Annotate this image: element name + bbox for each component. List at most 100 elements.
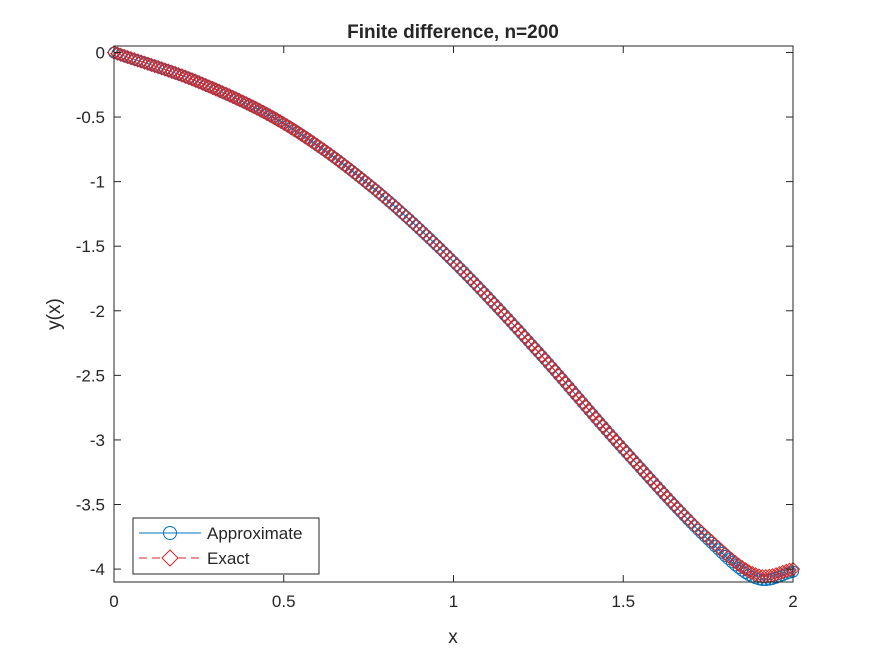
approximate-marker <box>498 308 511 321</box>
exact-marker <box>229 91 244 106</box>
approximate-marker <box>471 279 484 292</box>
exact-marker <box>279 118 295 133</box>
exact-marker <box>181 70 196 86</box>
legend-approximate-label: Approximate <box>207 524 302 543</box>
approximate-marker <box>464 272 477 285</box>
exact-marker <box>225 89 241 105</box>
y-tick-label: 0 <box>96 43 105 62</box>
exact-marker <box>208 82 224 97</box>
exact-marker <box>252 102 268 118</box>
x-axis-label: x <box>448 627 458 648</box>
exact-marker <box>293 126 308 142</box>
approximate-marker <box>481 290 494 303</box>
exact-marker <box>191 74 207 90</box>
exact-marker <box>310 138 325 153</box>
approximate-marker <box>430 239 443 252</box>
axes: 0 0.5 1 1.5 2 0 -0.5 -1 -1.5 -2 -2.5 -3 -3.5 -4 <box>76 43 798 611</box>
exact-marker <box>184 72 200 87</box>
approximate-marker <box>427 235 440 248</box>
x-tick-label: 1.5 <box>611 592 635 611</box>
y-tick-label: -4 <box>90 560 105 579</box>
exact-marker <box>269 112 285 127</box>
approximate-marker <box>488 297 501 310</box>
y-tick-label: -0.5 <box>76 108 105 127</box>
approximate-marker <box>416 226 429 239</box>
exact-marker <box>741 564 757 579</box>
y-tick-label: -1 <box>90 173 105 192</box>
chart-title: Finite difference, n=200 <box>347 22 559 43</box>
exact-marker <box>734 559 750 575</box>
approximate-marker <box>712 543 725 556</box>
exact-marker <box>782 562 797 578</box>
approximate-marker <box>423 232 436 245</box>
approximate-marker <box>447 255 460 268</box>
exact-marker <box>738 562 753 577</box>
exact-marker <box>317 143 332 158</box>
approximate-marker <box>484 294 497 307</box>
legend: Approximate Exact <box>132 517 320 575</box>
x-tick-label: 0 <box>109 592 118 611</box>
approximate-marker <box>474 283 487 296</box>
approximate-marker <box>495 305 508 318</box>
exact-marker <box>303 133 319 149</box>
exact-marker <box>300 131 315 146</box>
exact-marker <box>276 116 291 131</box>
data-layer <box>106 45 801 587</box>
y-tick-label: -3 <box>90 431 105 450</box>
exact-marker <box>324 148 339 163</box>
exact-marker <box>212 83 227 99</box>
exact-marker <box>218 86 234 102</box>
y-tick-label: -1.5 <box>76 237 105 256</box>
exact-marker <box>232 92 247 108</box>
exact-marker <box>728 554 743 570</box>
approximate-marker <box>433 242 446 255</box>
exact-marker <box>286 122 302 137</box>
exact-marker <box>259 106 274 122</box>
exact-marker <box>262 108 278 123</box>
series-exact <box>106 45 801 584</box>
exact-marker <box>195 76 210 91</box>
exact-marker <box>188 73 203 88</box>
approximate-marker <box>719 549 732 562</box>
exact-marker <box>245 99 261 114</box>
exact-marker <box>731 557 746 572</box>
x-tick-label: 1 <box>449 592 458 611</box>
approximate-marker <box>457 265 470 278</box>
approximate-marker <box>478 287 491 300</box>
approximate-marker <box>440 249 453 262</box>
legend-box <box>132 517 320 575</box>
exact-marker <box>330 153 346 168</box>
exact-marker <box>341 160 356 176</box>
approximate-marker <box>491 301 504 314</box>
plot-area <box>114 46 793 582</box>
exact-marker <box>266 110 281 125</box>
x-tick-label: 0.5 <box>272 592 296 611</box>
exact-marker <box>313 140 329 156</box>
approximate-marker <box>467 276 480 289</box>
exact-marker <box>307 136 322 151</box>
y-tick-label: -3.5 <box>76 496 105 515</box>
exact-marker <box>205 80 220 96</box>
y-tick-label: -2.5 <box>76 366 105 385</box>
exact-marker <box>347 166 363 181</box>
exact-marker <box>256 104 271 120</box>
exact-marker <box>273 114 288 129</box>
exact-marker <box>327 150 342 165</box>
exact-marker <box>239 96 254 111</box>
approximate-marker <box>413 222 426 235</box>
exact-marker <box>215 85 230 100</box>
exact-marker <box>201 79 217 94</box>
exact-marker <box>344 163 359 178</box>
exact-marker <box>283 120 298 135</box>
y-tick-label: -2 <box>90 302 105 321</box>
approximate-marker <box>722 553 735 566</box>
exact-marker <box>334 155 349 171</box>
y-axis-label: y(x) <box>44 298 65 330</box>
approximate-marker <box>450 259 463 272</box>
exact-marker <box>290 124 305 140</box>
approximate-marker <box>444 252 457 265</box>
approximate-marker <box>406 216 419 229</box>
exact-marker <box>337 158 353 173</box>
